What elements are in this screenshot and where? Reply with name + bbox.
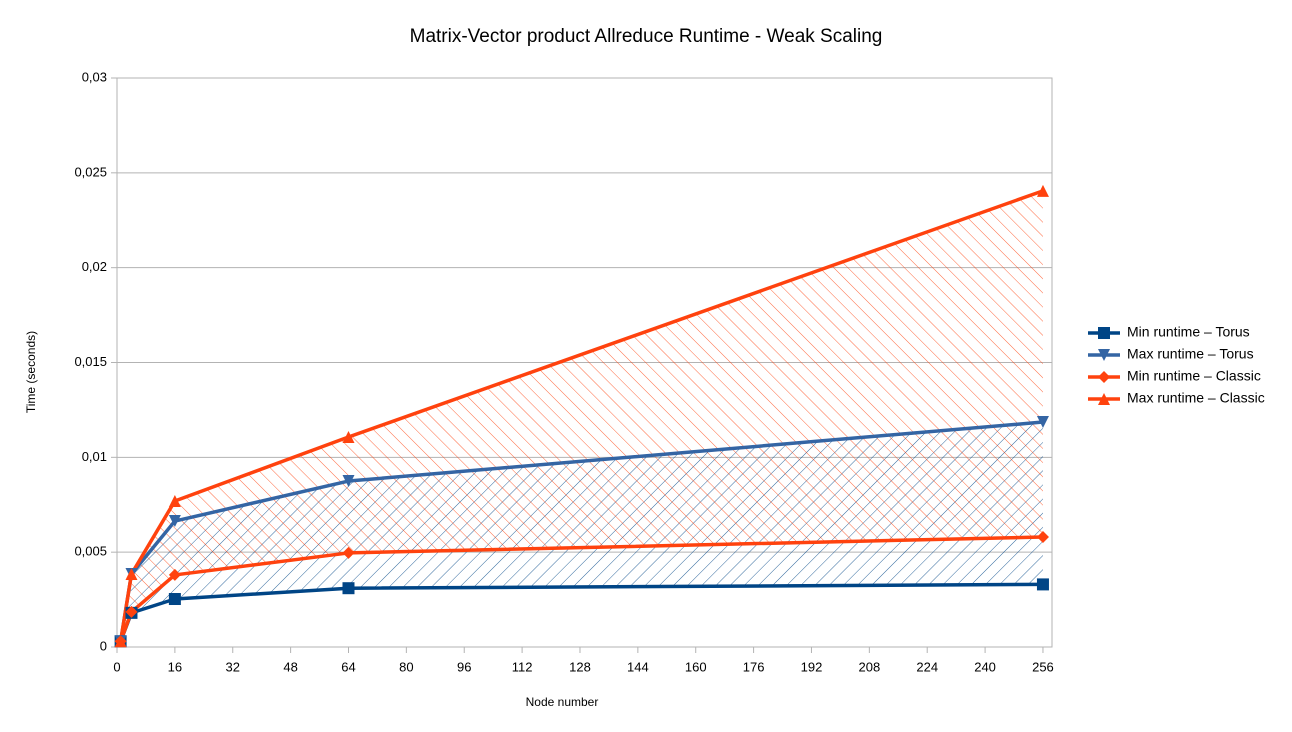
marker [168,515,181,528]
y-tick-label: 0 [100,638,107,653]
marker [125,567,138,580]
x-tick-label: 160 [685,659,707,674]
marker [1036,578,1049,591]
x-tick-label: 240 [974,659,996,674]
legend-marker [1098,371,1110,383]
marker [1036,416,1049,429]
x-tick-label: 192 [801,659,823,674]
y-tick-label: 0,01 [82,449,107,464]
legend-text: Min runtime – Classic [1127,368,1261,384]
x-tick-label: 64 [341,659,355,674]
y-tick-label: 0,03 [82,69,107,84]
range-area [120,190,1043,642]
x-axis-label: Node number [526,695,599,709]
chart-title: Matrix-Vector product Allreduce Runtime … [410,26,883,47]
marker [342,546,355,559]
legend-marker [1098,393,1110,405]
marker [168,593,181,606]
x-tick-label: 112 [512,659,533,674]
x-tick-label: 16 [168,659,182,674]
y-tick-label: 0,025 [74,164,107,179]
y-tick-label: 0,02 [82,259,107,274]
legend-text: Max runtime – Classic [1127,390,1265,406]
y-axis-label: Time (seconds) [24,331,38,413]
x-tick-label: 208 [858,659,880,674]
x-tick-label: 0 [113,659,120,674]
x-tick-label: 144 [627,659,649,674]
marker [1036,530,1049,543]
legend-marker [1098,327,1110,339]
x-tick-label: 176 [743,659,765,674]
plot-frame [116,77,1053,648]
marker [342,475,355,488]
x-tick-label: 96 [457,659,471,674]
marker [114,635,127,648]
x-tick-label: 32 [226,659,240,674]
y-tick-label: 0,005 [74,544,107,559]
x-tick-label: 256 [1032,659,1054,674]
marker [1036,184,1049,197]
marker [342,431,355,444]
x-tick-label: 48 [283,659,297,674]
marker [168,568,181,581]
x-tick-label: 80 [399,659,413,674]
marker [342,582,355,595]
x-tick-label: 128 [569,659,591,674]
x-tick-label: 224 [916,659,938,674]
legend-marker [1098,349,1110,361]
legend-text: Max runtime – Torus [1127,346,1254,362]
legend-text: Min runtime – Torus [1127,324,1250,340]
marker [125,605,138,618]
marker [168,494,181,507]
y-tick-label: 0,015 [74,354,107,369]
